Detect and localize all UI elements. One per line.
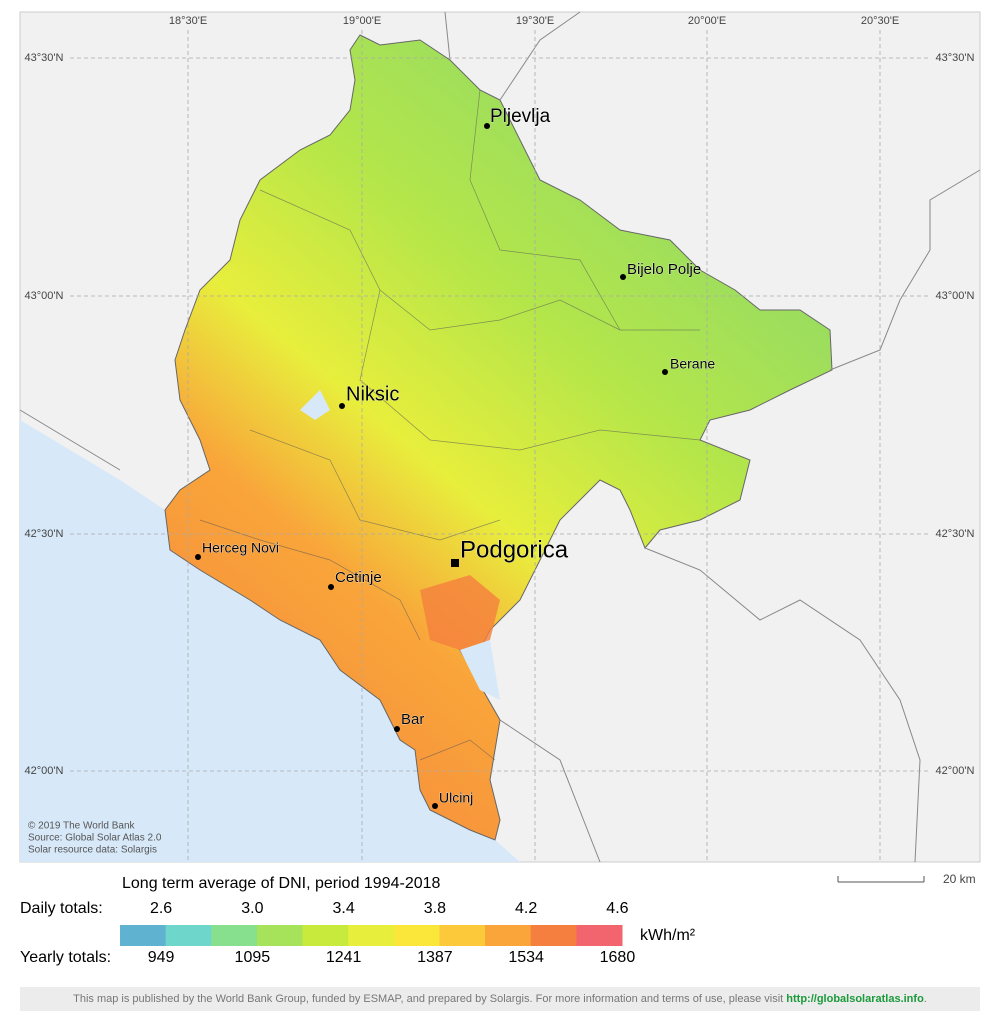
city-marker bbox=[484, 123, 490, 129]
legend-title: Long term average of DNI, period 1994-20… bbox=[122, 875, 441, 892]
daily-value: 3.4 bbox=[332, 900, 354, 917]
footer: This map is published by the World Bank … bbox=[20, 987, 980, 1011]
city-marker bbox=[620, 274, 626, 280]
country-borders bbox=[19, 11, 981, 863]
city-label: Podgorica bbox=[460, 536, 569, 563]
daily-value: 3.8 bbox=[424, 900, 446, 917]
legend-swatch bbox=[393, 925, 440, 946]
city-label: Ulcinj bbox=[439, 790, 473, 806]
credit-line: Solar resource data: Solargis bbox=[28, 845, 157, 856]
footer-link[interactable]: http://globalsolaratlas.info bbox=[786, 993, 924, 1005]
legend-swatch bbox=[211, 925, 258, 946]
city-marker bbox=[432, 803, 438, 809]
city-label: Berane bbox=[670, 356, 715, 372]
legend-swatch bbox=[485, 925, 532, 946]
city-marker bbox=[394, 726, 400, 732]
latitude-label: 43°00'N bbox=[25, 290, 64, 302]
yearly-label: Yearly totals: bbox=[20, 949, 111, 966]
cities: Pljevlja Bijelo Polje Berane Niksic Podgoric… bbox=[195, 106, 716, 809]
legend-swatch bbox=[530, 925, 577, 946]
latitude-label: 42°30'N bbox=[25, 528, 64, 540]
longitude-label: 20°00'E bbox=[688, 15, 726, 27]
daily-value: 2.6 bbox=[150, 900, 172, 917]
latitude-label: 42°00'N bbox=[936, 765, 975, 777]
latitude-label: 43°00'N bbox=[936, 290, 975, 302]
map-figure: 18°30'E 19°00'E 19°30'E 20°00'E 20°30'E 43°30… bbox=[19, 11, 981, 966]
daily-value: 3.0 bbox=[241, 900, 263, 917]
legend-swatch bbox=[439, 925, 486, 946]
legend-swatch bbox=[576, 925, 623, 946]
city-label: Herceg Novi bbox=[202, 540, 279, 556]
legend-swatch bbox=[256, 925, 304, 946]
longitude-label: 19°00'E bbox=[343, 15, 381, 27]
legend-swatch bbox=[302, 925, 349, 946]
legend: Long term average of DNI, period 1994-20… bbox=[20, 875, 696, 966]
city-label: Niksic bbox=[346, 383, 399, 405]
daily-value: 4.6 bbox=[606, 900, 628, 917]
city-marker bbox=[339, 403, 345, 409]
map: 18°30'E 19°00'E 19°30'E 20°00'E 20°30'E 43°30… bbox=[19, 11, 981, 886]
credit-line: © 2019 The World Bank bbox=[28, 821, 136, 832]
yearly-value: 1241 bbox=[326, 949, 362, 966]
yearly-value: 1534 bbox=[508, 949, 544, 966]
footer-text: This map is published by the World Bank … bbox=[73, 993, 784, 1005]
yearly-value: 1095 bbox=[235, 949, 271, 966]
city-label: Bar bbox=[401, 711, 424, 728]
longitude-label: 18°30'E bbox=[169, 15, 207, 27]
legend-swatch bbox=[348, 925, 395, 946]
graticule bbox=[70, 30, 930, 862]
sea bbox=[20, 420, 520, 862]
scale-label: 20 km bbox=[943, 872, 976, 886]
yearly-value: 1680 bbox=[600, 949, 636, 966]
longitude-label: 20°30'E bbox=[861, 15, 899, 27]
city-label: Pljevlja bbox=[490, 106, 551, 127]
city-label: Bijelo Polje bbox=[627, 261, 701, 278]
yearly-value: 949 bbox=[148, 949, 175, 966]
daily-value: 4.2 bbox=[515, 900, 537, 917]
lake-skadar bbox=[460, 640, 500, 700]
unit: kWh/m² bbox=[640, 927, 696, 944]
city-marker bbox=[451, 559, 459, 567]
city-marker bbox=[662, 369, 668, 375]
city-marker bbox=[195, 554, 201, 560]
longitude-label: 19°30'E bbox=[516, 15, 554, 27]
latitude-label: 43°30'N bbox=[25, 52, 64, 64]
daily-label: Daily totals: bbox=[20, 900, 103, 917]
city-marker bbox=[328, 584, 334, 590]
legend-swatch bbox=[120, 925, 167, 946]
latitude-label: 42°30'N bbox=[936, 528, 975, 540]
city-label: Cetinje bbox=[335, 569, 382, 586]
latitude-label: 43°30'N bbox=[936, 52, 975, 64]
legend-swatch bbox=[165, 925, 212, 946]
latitude-label: 42°00'N bbox=[25, 765, 64, 777]
podgorica-plain bbox=[420, 575, 500, 650]
lake bbox=[300, 390, 330, 420]
credit-line: Source: Global Solar Atlas 2.0 bbox=[28, 833, 162, 844]
coordinate-labels: 18°30'E 19°00'E 19°30'E 20°00'E 20°30'E 43°30… bbox=[25, 15, 975, 777]
yearly-value: 1387 bbox=[417, 949, 453, 966]
municipal-borders bbox=[199, 89, 701, 761]
